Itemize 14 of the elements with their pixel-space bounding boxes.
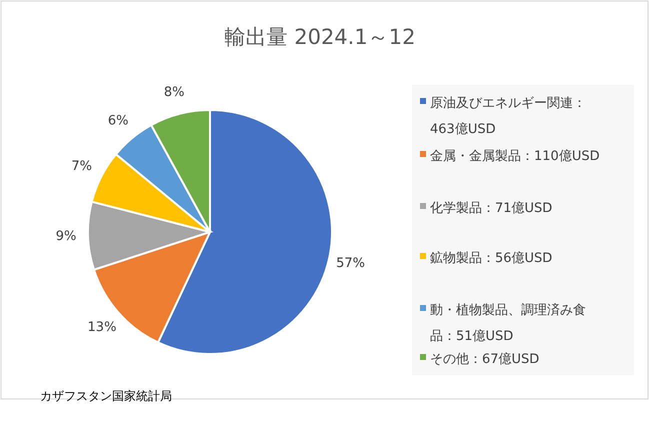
legend-label: その他：67億USD [430,352,540,367]
chart-title: 輸出量 2024.1～12 [224,25,416,49]
data-label: 6% [108,114,129,129]
data-label: 57% [336,256,365,271]
legend-label: 化学製品：71億USD [430,201,552,216]
legend-label: 鉱物製品：56億USD [430,251,552,266]
legend-label: 動・植物製品、調理済み食品：51億USD [430,302,586,344]
text: カザフスタン国家統計局 [40,389,172,403]
data-label: 7% [71,159,92,174]
data-label: 8% [164,85,184,100]
data-label: 9% [56,229,76,244]
legend-label: 原油及びエネルギー関連：463億USD [430,96,586,137]
data-label: 13% [88,320,116,335]
legend-label: 金属・金属製品：110億USD [430,149,600,164]
